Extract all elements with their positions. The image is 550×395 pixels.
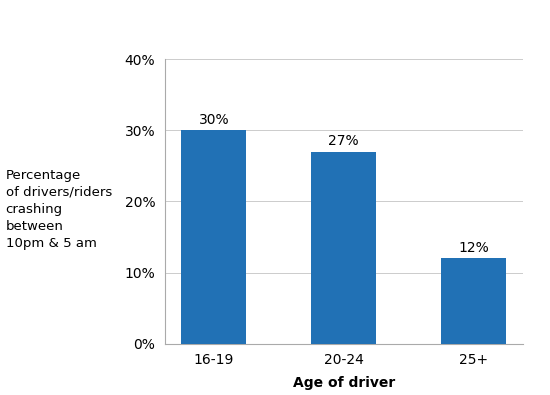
Text: 27%: 27%: [328, 134, 359, 148]
Text: Percentage
of drivers/riders
crashing
between
10pm & 5 am: Percentage of drivers/riders crashing be…: [6, 169, 112, 250]
X-axis label: Age of driver: Age of driver: [293, 376, 395, 390]
Bar: [311, 152, 376, 344]
Bar: [182, 130, 246, 344]
Bar: [441, 258, 506, 344]
Text: 30%: 30%: [199, 113, 229, 127]
Text: 12%: 12%: [458, 241, 489, 255]
